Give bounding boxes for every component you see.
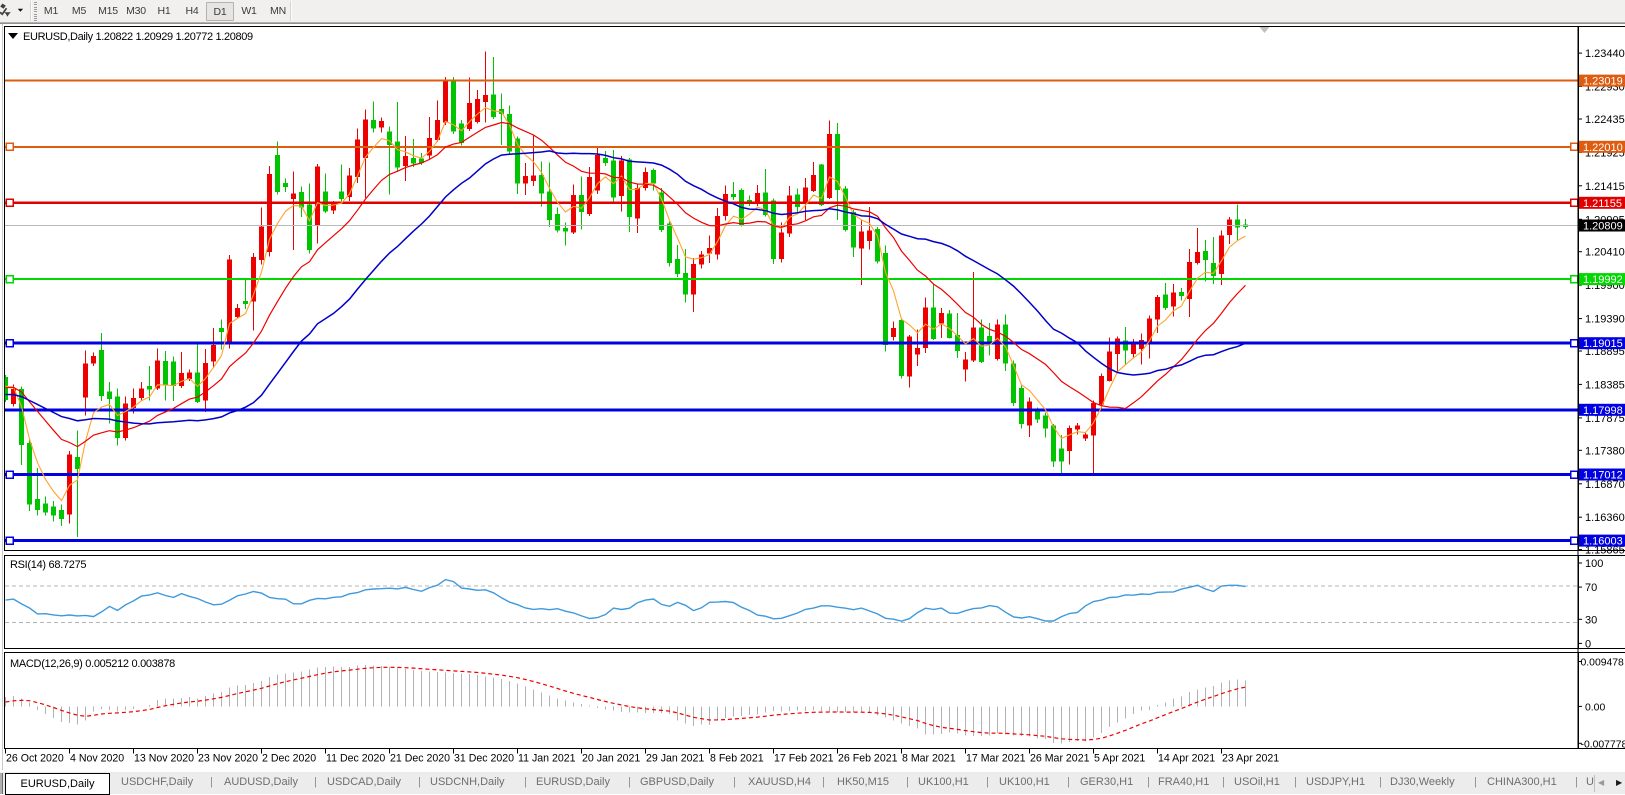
svg-text:100: 100 bbox=[1585, 558, 1603, 570]
svg-text:1.16360: 1.16360 bbox=[1585, 512, 1625, 524]
svg-text:1.20410: 1.20410 bbox=[1585, 247, 1625, 259]
svg-text:MACD(12,26,9) 0.005212 0.00387: MACD(12,26,9) 0.005212 0.003878 bbox=[10, 658, 175, 670]
svg-text:11 Jan 2021: 11 Jan 2021 bbox=[518, 753, 576, 765]
svg-text:0.009478: 0.009478 bbox=[1581, 658, 1625, 669]
svg-text:21 Dec 2020: 21 Dec 2020 bbox=[390, 753, 450, 765]
svg-text:14 Apr 2021: 14 Apr 2021 bbox=[1158, 753, 1215, 765]
svg-text:1.16003: 1.16003 bbox=[1583, 536, 1623, 548]
svg-text:26 Oct 2020: 26 Oct 2020 bbox=[6, 753, 64, 765]
svg-text:23 Apr 2021: 23 Apr 2021 bbox=[1222, 753, 1279, 765]
svg-text:1.22435: 1.22435 bbox=[1585, 114, 1625, 126]
svg-text:1.23440: 1.23440 bbox=[1585, 48, 1625, 60]
svg-text:17 Mar 2021: 17 Mar 2021 bbox=[966, 753, 1026, 765]
svg-text:1.22010: 1.22010 bbox=[1583, 142, 1623, 154]
svg-text:70: 70 bbox=[1585, 582, 1597, 594]
svg-text:RSI(14) 68.7275: RSI(14) 68.7275 bbox=[10, 559, 86, 571]
svg-text:1.23019: 1.23019 bbox=[1583, 76, 1623, 88]
svg-text:30: 30 bbox=[1585, 614, 1597, 626]
svg-text:1.19992: 1.19992 bbox=[1583, 274, 1623, 286]
svg-text:23 Nov 2020: 23 Nov 2020 bbox=[198, 753, 258, 765]
svg-text:EURUSD,Daily 1.20822 1.20929: EURUSD,Daily 1.20822 1.20929 1.20772 1.2… bbox=[23, 31, 253, 43]
svg-text:29 Jan 2021: 29 Jan 2021 bbox=[646, 753, 704, 765]
svg-text:1.21415: 1.21415 bbox=[1585, 181, 1625, 193]
svg-text:1.19390: 1.19390 bbox=[1585, 314, 1625, 326]
svg-text:1.17012: 1.17012 bbox=[1583, 470, 1623, 482]
svg-text:17 Feb 2021: 17 Feb 2021 bbox=[774, 753, 834, 765]
svg-text:1.18385: 1.18385 bbox=[1585, 379, 1625, 391]
svg-text:1.21155: 1.21155 bbox=[1583, 198, 1622, 210]
svg-text:1.17998: 1.17998 bbox=[1583, 405, 1623, 417]
svg-text:11 Dec 2020: 11 Dec 2020 bbox=[326, 753, 385, 765]
svg-text:0.00: 0.00 bbox=[1585, 702, 1605, 713]
svg-text:8 Feb 2021: 8 Feb 2021 bbox=[710, 753, 764, 765]
svg-text:2 Dec 2020: 2 Dec 2020 bbox=[262, 753, 316, 765]
svg-text:-0.007778: -0.007778 bbox=[1581, 739, 1625, 750]
svg-text:8 Mar 2021: 8 Mar 2021 bbox=[902, 753, 956, 765]
svg-text:1.17380: 1.17380 bbox=[1585, 445, 1625, 457]
svg-text:4 Nov 2020: 4 Nov 2020 bbox=[70, 753, 124, 765]
svg-text:26 Mar 2021: 26 Mar 2021 bbox=[1030, 753, 1090, 765]
svg-text:5 Apr 2021: 5 Apr 2021 bbox=[1094, 753, 1145, 765]
svg-text:0: 0 bbox=[1585, 638, 1591, 650]
svg-text:13 Nov 2020: 13 Nov 2020 bbox=[134, 753, 194, 765]
svg-text:20 Jan 2021: 20 Jan 2021 bbox=[582, 753, 640, 765]
svg-text:31 Dec 2020: 31 Dec 2020 bbox=[454, 753, 514, 765]
svg-text:1.20809: 1.20809 bbox=[1583, 221, 1623, 233]
svg-text:26 Feb 2021: 26 Feb 2021 bbox=[838, 753, 898, 765]
svg-text:1.19015: 1.19015 bbox=[1583, 338, 1623, 350]
